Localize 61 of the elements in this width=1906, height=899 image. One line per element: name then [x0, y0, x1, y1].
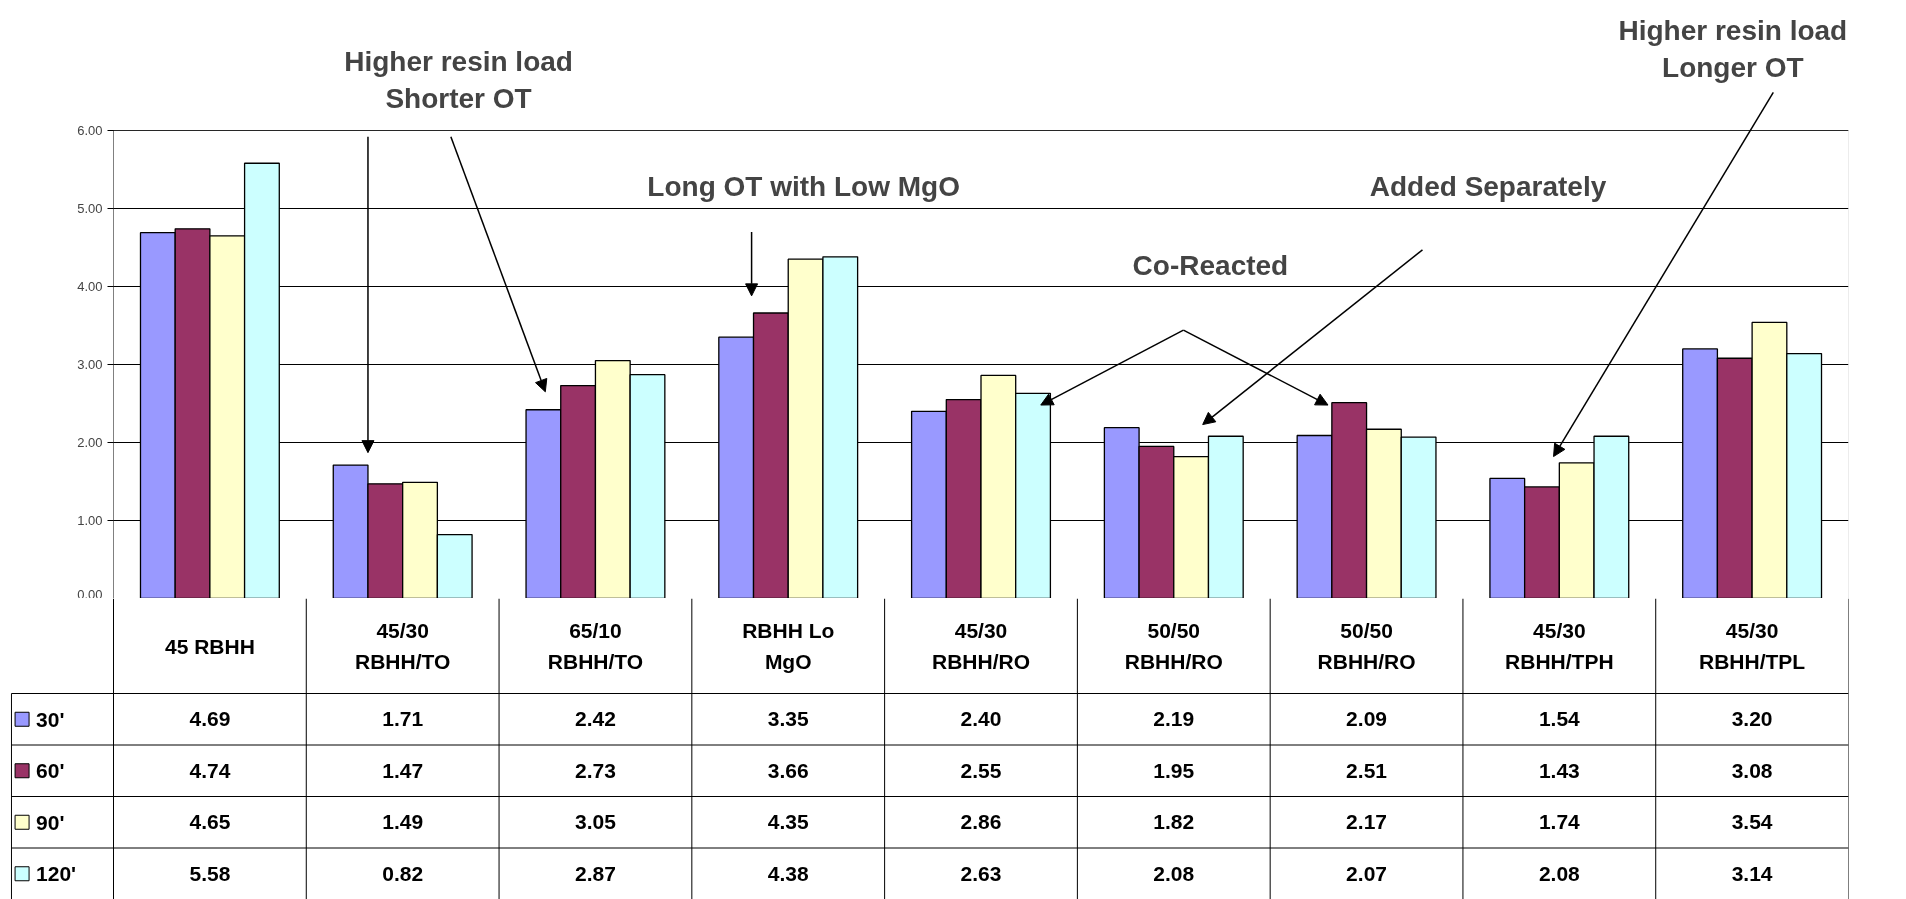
x-tick-label: 45/30 RBHH/RO [932, 618, 1030, 674]
data-label: 2.08 [1538, 861, 1581, 885]
data-label: 1.95 [1153, 758, 1195, 782]
annotation: Co-Reacted [1132, 249, 1289, 281]
x-tick-label: 45 RBHH [164, 634, 255, 658]
x-tick-label: 45/30 RBHH/TO [355, 618, 451, 674]
data-label: 2.51 [1346, 758, 1388, 782]
y-tick-label: 4.00 [77, 279, 103, 294]
data-label: 1.82 [1153, 810, 1195, 834]
x-tick-label: 65/10 RBHH/TO [547, 618, 644, 674]
annotation: Long OT with Low MgO [647, 171, 960, 203]
data-label: 2.42 [575, 707, 616, 731]
data-label: 2.73 [575, 758, 616, 782]
annotation: Added Separately [1369, 171, 1607, 203]
data-label: 2.55 [960, 758, 1002, 782]
data-label: 2.08 [1153, 861, 1195, 885]
data-label: 1.49 [382, 810, 424, 834]
data-label: 0.82 [382, 861, 424, 885]
x-tick-label: 45/30 RBHH/TPL [1699, 618, 1806, 674]
data-label: 1.71 [382, 707, 424, 731]
data-label: 1.47 [382, 758, 424, 782]
data-label: 4.69 [189, 707, 231, 731]
data-label: 5.58 [189, 861, 231, 885]
data-label: 4.74 [189, 758, 231, 782]
legend-label: 90' [36, 810, 65, 834]
x-tick-label: 50/50 RBHH/RO [1317, 618, 1416, 674]
x-tick-label: RBHH Lo MgO [742, 618, 835, 674]
data-label: 3.54 [1731, 810, 1773, 834]
data-label: 1.43 [1538, 758, 1580, 782]
data-label: 4.65 [189, 810, 231, 834]
data-label: 4.38 [767, 861, 809, 885]
y-tick-label: 0.00 [77, 586, 103, 602]
data-label: 3.05 [575, 810, 617, 834]
data-label: 2.07 [1346, 861, 1387, 885]
data-label: 2.09 [1346, 707, 1387, 731]
data-label: 4.35 [767, 810, 809, 834]
legend-label: 60' [36, 759, 65, 783]
data-label: 2.17 [1346, 810, 1387, 834]
y-tick-label: 1.00 [77, 513, 103, 528]
data-label: 2.19 [1153, 707, 1195, 731]
text: Higher resin load Longer OT [1618, 15, 1848, 84]
data-label: 3.35 [767, 707, 809, 731]
x-tick-label: 45/30 RBHH/TPH [1505, 618, 1614, 674]
data-label: 2.40 [960, 707, 1002, 731]
y-tick-label: 5.00 [77, 201, 103, 216]
data-label: 3.14 [1731, 861, 1773, 885]
data-label: 2.87 [575, 861, 616, 885]
y-tick-label: 6.00 [77, 123, 103, 138]
y-tick-label: 2.00 [77, 435, 103, 450]
text: Higher resin load Shorter OT [344, 45, 573, 114]
data-label: 2.86 [960, 810, 1002, 834]
y-tick-label: 3.00 [77, 357, 103, 372]
legend-label: 120' [36, 862, 77, 886]
data-label: 2.63 [960, 861, 1002, 885]
data-label: 3.66 [767, 758, 809, 782]
data-label: 3.08 [1731, 758, 1773, 782]
data-label: 3.20 [1731, 707, 1773, 731]
legend-label: 30' [36, 707, 65, 731]
data-label: 1.74 [1538, 810, 1581, 834]
x-tick-label: 50/50 RBHH/RO [1124, 618, 1223, 674]
data-label: 1.54 [1538, 707, 1581, 731]
